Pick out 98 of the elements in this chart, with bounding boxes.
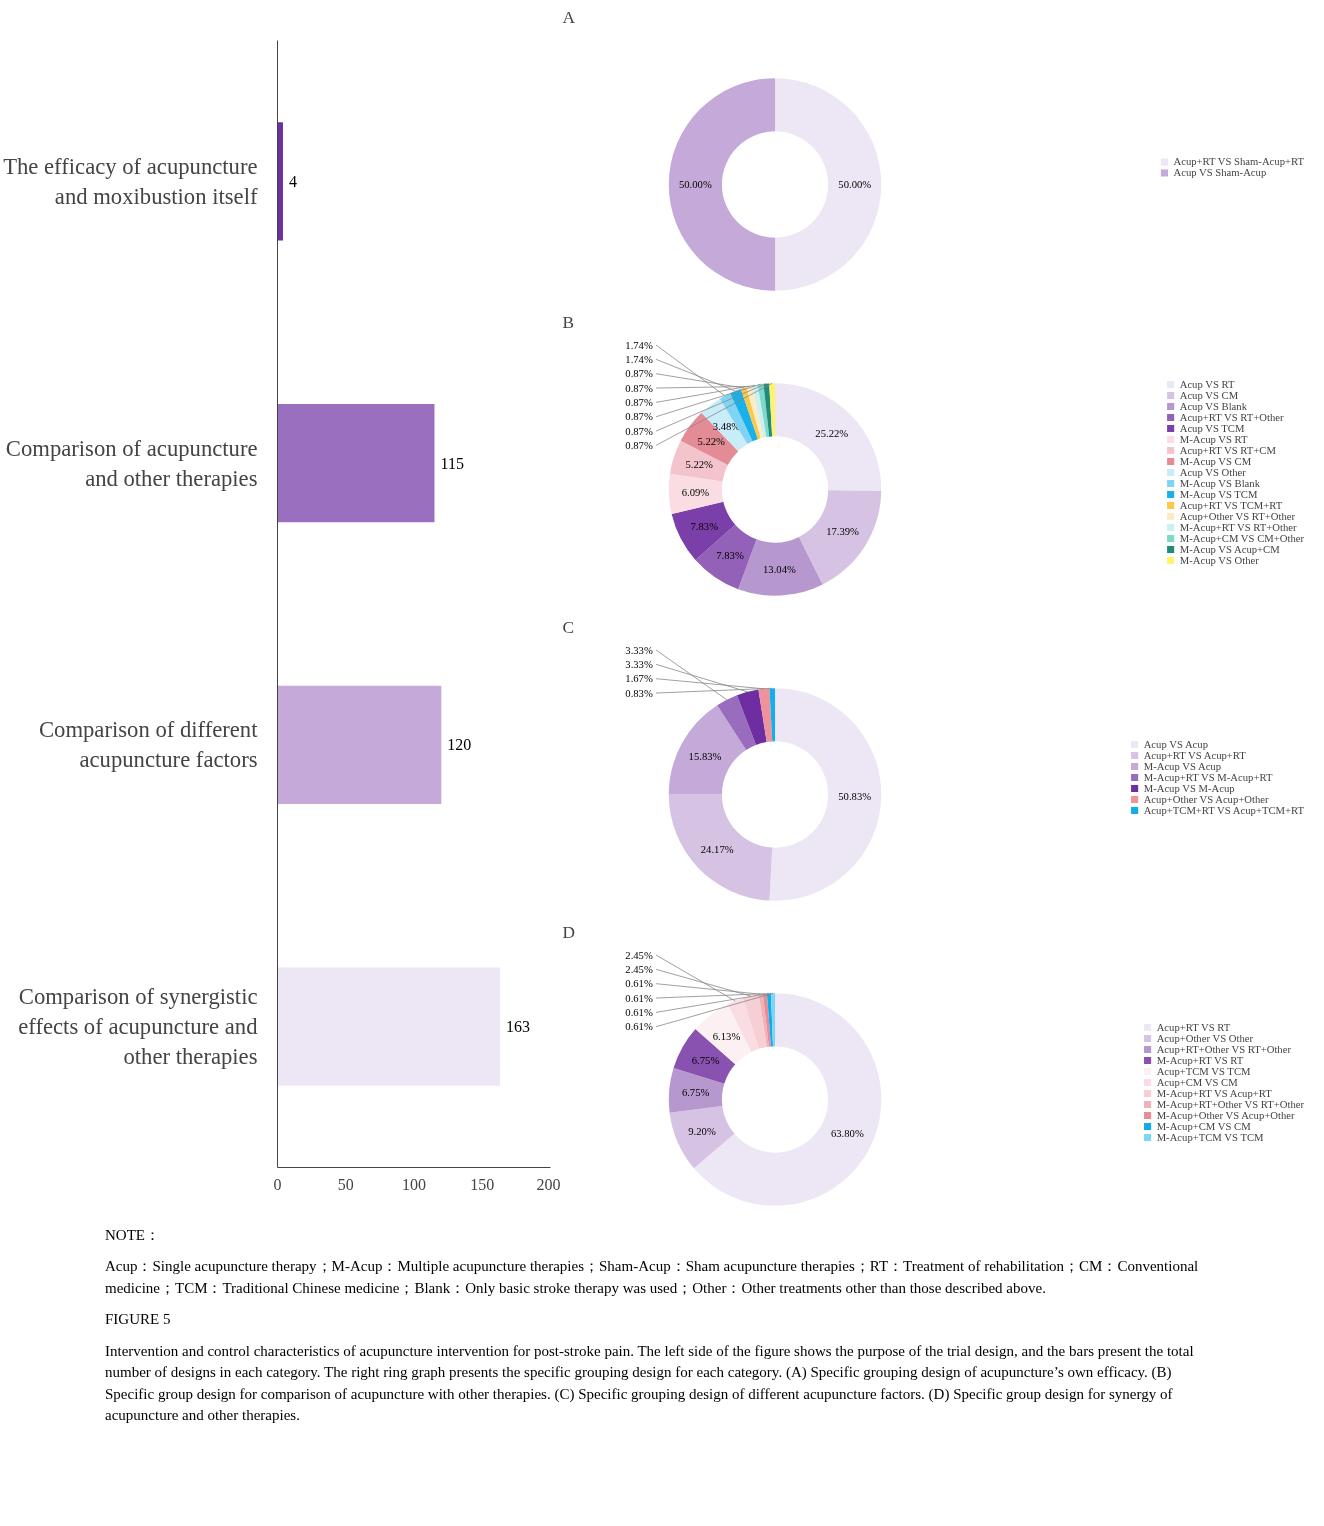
data-label: 0.87% (625, 425, 653, 437)
legend-label: Acup+RT VS RT+Other (1179, 411, 1284, 423)
legend-label: Acup VS Blank (1179, 400, 1247, 412)
data-label: 0.61% (625, 992, 653, 1004)
data-label: 0.87% (625, 439, 653, 451)
legend-label: Acup+RT VS Sham-Acup+RT (1173, 156, 1304, 167)
data-label: 1.74% (625, 339, 653, 351)
caption: FIGURE 5 (105, 1310, 172, 1330)
data-label: 50.00% (678, 179, 712, 190)
legend-label: M-Acup+TCM VS TCM (1156, 1131, 1264, 1143)
x-tick-label: 50 (337, 1175, 354, 1193)
data-label: 17.39% (826, 526, 860, 538)
data-label: 3.33% (625, 658, 653, 670)
text: NOTE： (105, 1226, 161, 1245)
chart-title: D (562, 922, 576, 942)
legend-label: M-Acup VS Acup+CM (1179, 543, 1280, 555)
legend-label: M-Acup VS RT (1179, 433, 1248, 445)
legend-label: Acup+Other VS Acup+Other (1143, 793, 1269, 805)
legend-label: M-Acup+RT+Other VS RT+Other (1156, 1098, 1304, 1110)
x-tick-label: 0 (273, 1175, 282, 1193)
data-label: 5.22% (697, 436, 726, 448)
legend-label: M-Acup VS Other (1179, 554, 1259, 566)
x-tick-label: 100 (402, 1175, 426, 1193)
data-label: 0.83% (625, 687, 653, 699)
data-label: 5.22% (685, 459, 714, 471)
data-label: 63.80% (830, 1127, 864, 1139)
legend-label: M-Acup+RT VS Acup+RT (1156, 1087, 1272, 1099)
legend-label: M-Acup+RT VS M-Acup+RT (1143, 771, 1273, 783)
legend-label: M-Acup VS TCM (1179, 488, 1258, 500)
data-label: 115 (440, 454, 464, 472)
legend-label: Acup+TCM VS TCM (1156, 1065, 1251, 1077)
bar (277, 967, 500, 1086)
data-label: 0.87% (625, 382, 653, 394)
data-label: 7.83% (716, 549, 744, 561)
legend-label: M-Acup+RT VS RT+Other (1179, 521, 1297, 533)
chart-title: B (562, 312, 575, 332)
data-label: 24.17% (700, 843, 734, 855)
data-label: 0.61% (625, 1006, 653, 1018)
x-tick-label: 150 (470, 1175, 495, 1193)
data-label: 7.83% (690, 520, 719, 532)
bar (277, 122, 283, 241)
data-label: 2.45% (625, 949, 653, 961)
data-label: 4 (288, 172, 297, 190)
legend-label: Acup+CM VS CM (1156, 1076, 1238, 1088)
legend-label: Acup VS RT (1179, 378, 1235, 390)
data-label: 2.45% (625, 963, 653, 975)
text: Intervention and control characteristics of acupuncture intervention for post-stroke pain. The left side of the figure shows the purpose of the trial design, and the bars present the total number of designs in each category. The right ring graph presents the specific grouping design for each category. (A) Specific grouping design of acupuncture’s own efficacy. (B) Specific group design for comparison of acupuncture with other therapies. (C) Specific grouping design of different acupuncture factors. (D) Specific group design for synergy of acupuncture and other therapies. (105, 1341, 1195, 1425)
legend-label: Acup+RT VS RT+CM (1179, 444, 1276, 456)
data-label: 6.13% (712, 1030, 741, 1042)
legend-label: M-Acup VS M-Acup (1143, 782, 1235, 794)
legend-label: M-Acup+CM VS CM (1156, 1120, 1251, 1132)
data-label: 25.22% (815, 428, 849, 440)
legend-label: Acup VS Sham-Acup (1173, 167, 1267, 178)
data-label: 6.75% (691, 1054, 720, 1066)
data-label: 1.74% (625, 353, 653, 365)
data-label: 0.87% (625, 396, 653, 408)
data-label: 0.61% (625, 978, 653, 990)
y-tick-label: Comparison of acupuncture and other therapies (5, 435, 258, 491)
bar (277, 403, 435, 523)
data-label: 6.09% (681, 487, 710, 499)
legend-label: M-Acup+Other VS Acup+Other (1156, 1109, 1295, 1121)
data-label: 9.20% (688, 1126, 716, 1138)
legend-label: M-Acup+RT VS RT (1156, 1054, 1244, 1066)
legend-label: Acup VS Acup (1143, 738, 1209, 750)
y-tick-label: The efficacy of acupuncture and moxibustion itself (3, 153, 258, 209)
data-label: 3.33% (625, 644, 653, 656)
legend-label: Acup+RT VS Acup+RT (1143, 749, 1246, 761)
data-label: 50.83% (838, 791, 872, 803)
y-tick-label: Comparison of different acupuncture factors (38, 717, 259, 773)
data-label: 0.87% (625, 411, 653, 423)
data-label: 6.75% (681, 1087, 710, 1099)
bar (277, 685, 442, 805)
data-label: 50.00% (838, 179, 872, 190)
legend-label: Acup+RT VS RT (1156, 1021, 1231, 1033)
chart-title: C (562, 617, 575, 637)
data-label: 1.67% (625, 673, 653, 685)
data-label: 13.04% (763, 563, 796, 575)
legend-label: M-Acup VS Acup (1143, 760, 1222, 772)
data-label: 120 (447, 736, 472, 754)
data-label: 163 (505, 1018, 530, 1036)
data-label: 0.87% (625, 368, 653, 380)
data-label: 0.61% (625, 1021, 653, 1033)
legend-label: Acup VS Other (1179, 466, 1246, 478)
chart-title: A (562, 7, 576, 27)
legend-label: M-Acup VS Blank (1179, 477, 1261, 489)
legend-label: Acup+RT+Other VS RT+Other (1156, 1043, 1291, 1055)
text: Acup：Single acupuncture therapy；M-Acup：Multiple acupuncture therapies；Sham-Acup：Sham acupuncture therapies；RT：Treatment of rehabilitation；CM：Conventional medicine；TCM：Traditional Chinese medicine；Blank：Only basic stroke therapy was used；Other：Other treatments other than those described above. (105, 1257, 1200, 1298)
legend-label: M-Acup+CM VS CM+Other (1179, 532, 1304, 544)
data-label: 15.83% (688, 750, 722, 762)
legend-label: Acup VS TCM (1179, 422, 1245, 434)
legend-label: Acup+TCM+RT VS Acup+TCM+RT (1143, 804, 1304, 816)
legend-label: Acup+Other VS Other (1156, 1032, 1253, 1044)
y-tick-label: Comparison of synergistic effects of acupuncture and other therapies (18, 984, 259, 1070)
legend-label: Acup+RT VS TCM+RT (1179, 499, 1283, 511)
legend-label: Acup VS CM (1179, 389, 1239, 401)
legend-label: Acup+Other VS RT+Other (1179, 510, 1296, 522)
x-tick-label: 200 (536, 1175, 561, 1193)
legend-label: M-Acup VS CM (1179, 455, 1252, 467)
